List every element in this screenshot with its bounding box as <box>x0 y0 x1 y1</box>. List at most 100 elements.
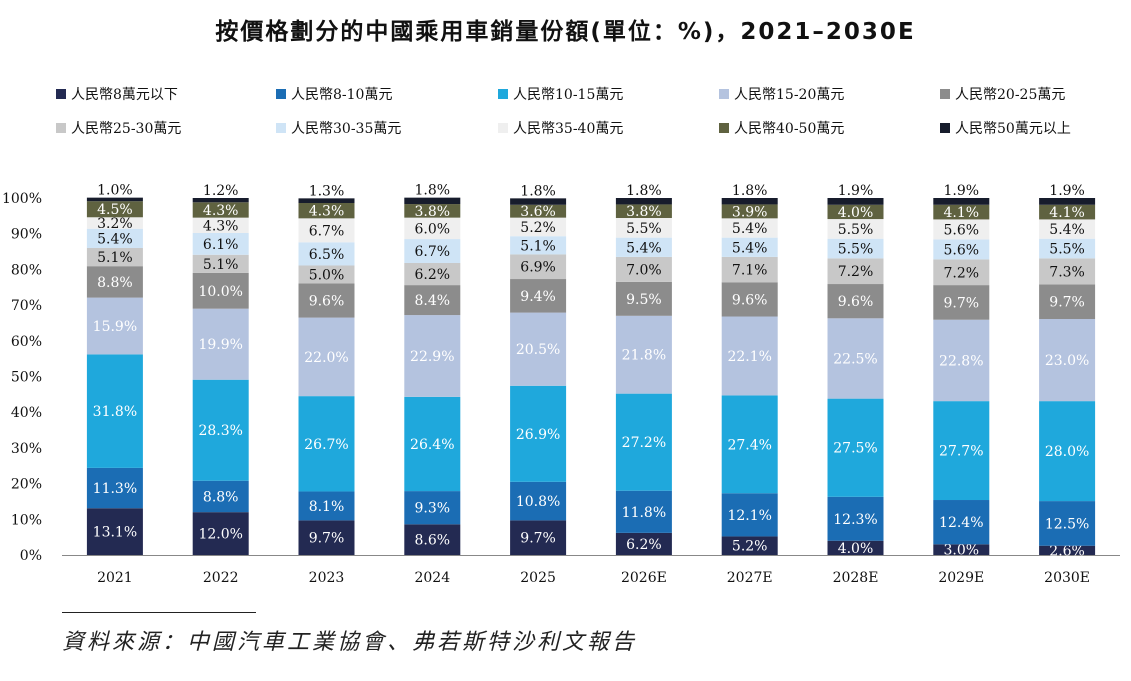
data-label: 7.1% <box>732 263 768 279</box>
x-tick-label: 2029E <box>938 570 984 586</box>
source-note: 資料來源：中國汽車工業協會、弗若斯特沙利文報告 <box>62 630 638 655</box>
bar-segment <box>1039 204 1096 220</box>
bar-segment <box>510 217 567 237</box>
bar-segment <box>298 283 355 318</box>
data-label: 4.3% <box>203 218 239 234</box>
data-label: 6.7% <box>309 223 345 239</box>
legend-swatch <box>56 89 66 99</box>
data-label: 4.1% <box>1049 205 1085 221</box>
bar-segment <box>827 496 884 541</box>
bar-segment <box>615 204 672 218</box>
data-label: 5.5% <box>626 221 662 237</box>
data-label: 27.4% <box>727 437 771 453</box>
data-label: 28.0% <box>1045 444 1089 460</box>
bar-segment <box>192 202 249 218</box>
bar-segment <box>510 279 567 313</box>
bar-segment <box>1039 238 1096 259</box>
data-label: 5.1% <box>520 238 556 254</box>
data-label: 4.3% <box>203 203 239 219</box>
legend-label: 人民幣8萬元以下 <box>71 87 178 103</box>
bar-segment <box>86 508 143 555</box>
data-label: 4.3% <box>309 204 345 220</box>
bar-segment <box>192 217 249 233</box>
bar-segment <box>298 520 355 555</box>
y-tick-label: 20% <box>11 477 42 493</box>
bar-segment <box>615 532 672 555</box>
legend-swatch <box>498 89 508 99</box>
data-label: 1.2% <box>203 183 239 199</box>
bar-segment <box>510 520 567 555</box>
source-divider <box>62 612 256 613</box>
bar-segment <box>1039 258 1096 285</box>
y-tick-label: 10% <box>11 512 42 528</box>
bar-segment <box>404 197 461 205</box>
data-label: 27.2% <box>622 435 666 451</box>
data-label: 8.1% <box>309 499 345 515</box>
data-label: 1.9% <box>944 183 980 199</box>
legend-item: 人民幣25-30萬元 <box>56 118 181 138</box>
data-label: 6.1% <box>203 237 239 253</box>
data-label: 5.5% <box>838 222 874 238</box>
bar-segment <box>510 236 567 255</box>
bar-segment <box>1039 284 1096 320</box>
data-label: 5.4% <box>626 240 662 256</box>
data-label: 11.3% <box>93 481 137 497</box>
data-label: 12.0% <box>198 527 242 543</box>
bar-segment <box>192 480 249 513</box>
data-label: 22.0% <box>304 350 348 366</box>
legend-label: 人民幣30-35萬元 <box>291 121 402 137</box>
data-label: 3.9% <box>732 204 768 220</box>
bar-segment <box>615 198 672 205</box>
bar-segment <box>933 500 990 545</box>
bar-segment <box>510 481 567 521</box>
legend-item: 人民幣15-20萬元 <box>719 84 844 104</box>
bar-segment <box>721 237 778 257</box>
bar-segment <box>510 254 567 280</box>
legend-label: 人民幣15-20萬元 <box>734 87 845 103</box>
data-label: 5.1% <box>203 257 239 273</box>
bar-segment <box>721 218 778 238</box>
bar-segment <box>404 491 461 525</box>
bar-segment <box>615 490 672 533</box>
bar-segment <box>298 202 355 219</box>
legend-item: 人民幣20-25萬元 <box>940 84 1065 104</box>
bar-segment <box>86 354 143 468</box>
data-label: 9.7% <box>520 531 556 547</box>
legend-item: 人民幣50萬元以上 <box>940 118 1071 138</box>
bar-segment <box>404 204 461 218</box>
data-label: 9.7% <box>944 295 980 311</box>
x-tick-label: 2022 <box>203 570 239 586</box>
bar-segment <box>192 308 249 380</box>
legend-item: 人民幣35-40萬元 <box>498 118 623 138</box>
data-label: 5.2% <box>732 539 768 555</box>
data-label: 4.1% <box>944 205 980 221</box>
data-label: 12.5% <box>1045 516 1089 532</box>
bar-segment <box>827 258 884 285</box>
data-label: 31.8% <box>93 404 137 420</box>
bar-segment <box>1039 198 1096 205</box>
bar-segment <box>192 198 249 203</box>
data-label: 3.8% <box>415 204 451 220</box>
legend-swatch <box>498 123 508 133</box>
legend-label: 人民幣8-10萬元 <box>291 87 393 103</box>
bar-segment <box>615 281 672 316</box>
data-label: 21.8% <box>622 348 666 364</box>
data-label: 3.8% <box>626 204 662 220</box>
y-tick-label: 80% <box>11 262 42 278</box>
legend-label: 人民幣10-15萬元 <box>513 87 624 103</box>
data-label: 1.8% <box>626 183 662 199</box>
y-tick-label: 100% <box>2 191 42 207</box>
bar-segment <box>827 198 884 205</box>
data-label: 9.6% <box>732 292 768 308</box>
data-label: 4.0% <box>838 205 874 221</box>
legend-label: 人民幣20-25萬元 <box>955 87 1066 103</box>
legend-label: 人民幣50萬元以上 <box>955 121 1071 137</box>
data-label: 6.7% <box>415 244 451 260</box>
bar-segment <box>510 204 567 218</box>
data-label: 3.2% <box>97 216 133 232</box>
bar-segment <box>827 284 884 319</box>
bar-segment <box>298 265 355 284</box>
data-label: 22.5% <box>833 351 877 367</box>
data-label: 27.7% <box>939 444 983 460</box>
bar-segment <box>86 197 143 202</box>
